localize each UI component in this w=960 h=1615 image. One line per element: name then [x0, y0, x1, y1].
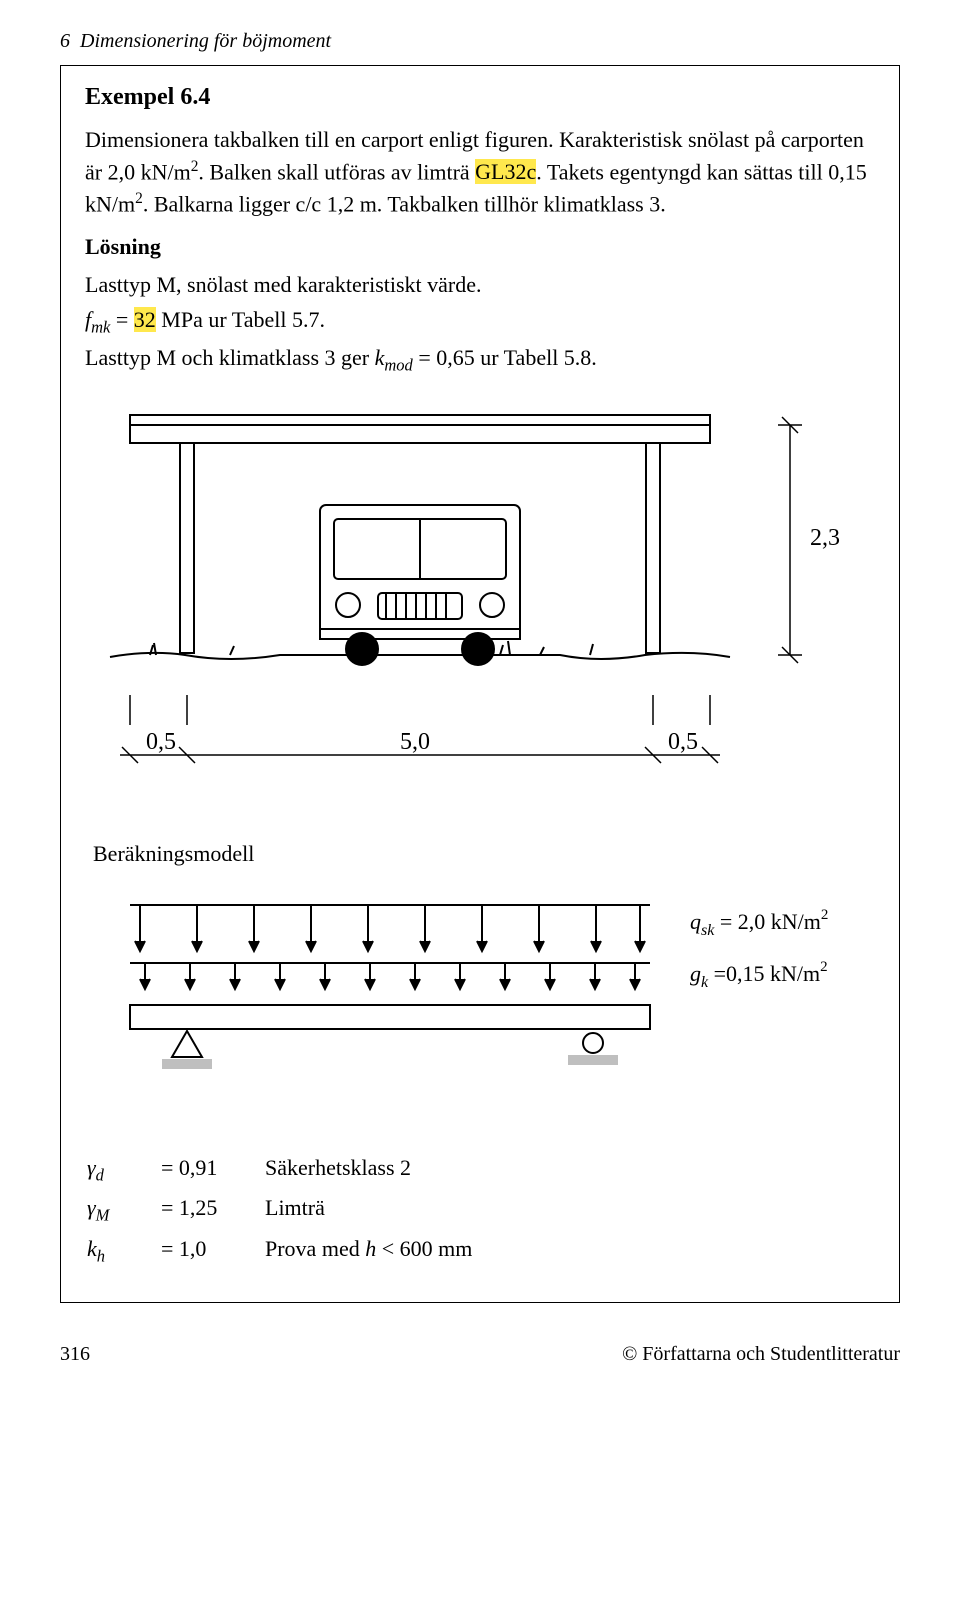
fmk-line: fmk = 32 MPa ur Tabell 5.7.: [85, 307, 875, 337]
param-row-gamma-d: γd = 0,91 Säkerhetsklass 2: [87, 1151, 484, 1189]
calculation-model-diagram: qsk = 2,0 kN/m2 gk =0,15 kN/m2: [85, 885, 875, 1115]
page-footer: 316 © Författarna och Studentlitteratur: [60, 1343, 900, 1366]
page-number: 316: [60, 1343, 90, 1366]
highlight-32: 32: [134, 307, 156, 332]
q-label: qsk = 2,0 kN/m2: [690, 907, 828, 939]
g-label: gk =0,15 kN/m2: [690, 959, 828, 991]
solution-heading: Lösning: [85, 234, 875, 260]
carport-diagram: 2,3 0,5 5,0 0,5: [85, 395, 875, 815]
height-label: 2,3: [810, 525, 840, 551]
dim-right: 0,5: [668, 729, 698, 755]
param-row-gamma-m: γM = 1,25 Limträ: [87, 1191, 484, 1229]
lasttyp-line: Lasttyp M, snölast med karakteristiskt v…: [85, 270, 875, 301]
kmod-line: Lasttyp M och klimatklass 3 ger kmod = 0…: [85, 343, 875, 376]
example-title: Exempel 6.4: [85, 84, 875, 111]
calc-model-title: Beräkningsmodell: [93, 841, 875, 867]
parameters-table: γd = 0,91 Säkerhetsklass 2 γM = 1,25 Lim…: [85, 1149, 486, 1272]
problem-paragraph: Dimensionera takbalken till en carport e…: [85, 125, 875, 220]
param-row-kh: kh = 1,0 Prova med h < 600 mm: [87, 1232, 484, 1270]
copyright: © Författarna och Studentlitteratur: [622, 1343, 900, 1366]
example-box: Exempel 6.4 Dimensionera takbalken till …: [60, 65, 900, 1303]
chapter-number: 6: [60, 30, 70, 52]
chapter-title: Dimensionering för böjmoment: [80, 30, 331, 52]
dim-left: 0,5: [146, 729, 176, 755]
highlight-gl32c: GL32c: [475, 159, 536, 184]
chapter-header: 6 Dimensionering för böjmoment: [60, 30, 900, 53]
dim-mid: 5,0: [400, 729, 430, 755]
